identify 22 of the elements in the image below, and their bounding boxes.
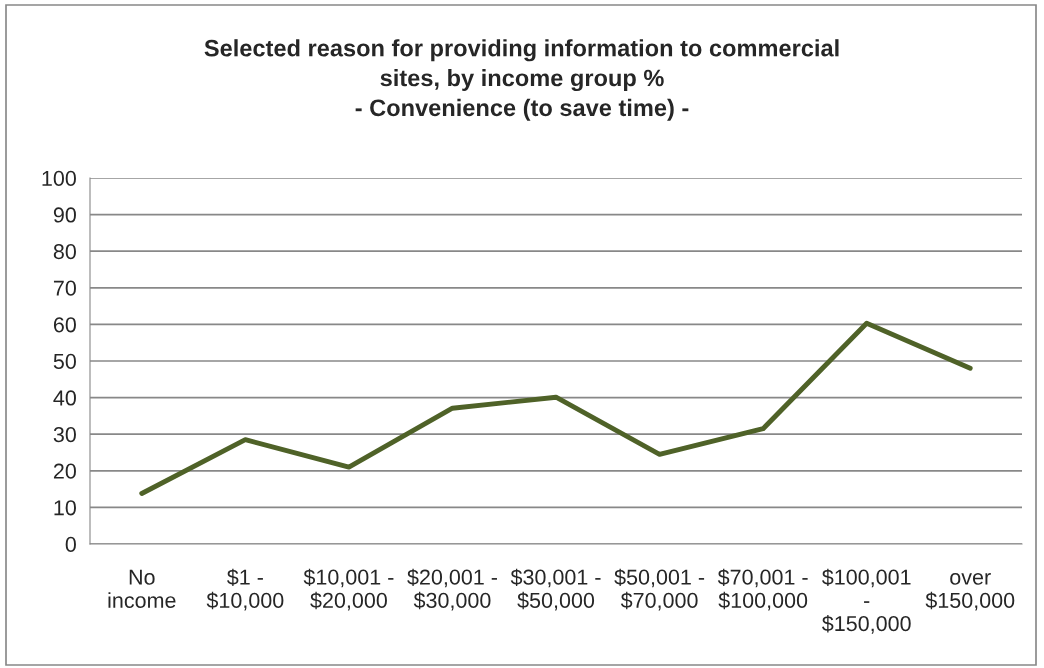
x-tick-label: $1 - $10,000 (206, 568, 284, 611)
y-tick-label: 90 (53, 207, 76, 223)
y-tick-label: 50 (53, 353, 76, 370)
x-tick-label: $30,001 - $50,000 (510, 568, 601, 611)
y-tick-label: 70 (53, 280, 76, 296)
chart-title: Selected reason for providing information to commercial sites, by income group % - Convenience (to save time) - (204, 39, 839, 121)
y-tick-label: 60 (53, 317, 76, 333)
y-tick-label: 30 (53, 426, 76, 443)
y-tick-label: 10 (54, 500, 76, 516)
y-tick-label: 40 (53, 390, 76, 406)
x-tick-label: $10,001 - $20,000 (303, 568, 394, 611)
y-tick-label: 100 (42, 170, 76, 187)
line-series (139, 320, 973, 496)
x-tick-label: $70,001 - $100,000 (717, 568, 808, 611)
x-tick-label: $50,001 - $70,000 (614, 568, 705, 611)
y-tick-label: 80 (53, 243, 76, 260)
y-tick-label: 20 (53, 463, 76, 479)
x-tick-label: No income (108, 569, 176, 608)
x-tick-label: $100,001 - $150,000 (822, 568, 911, 634)
y-tick-label: 0 (65, 536, 76, 553)
x-tick-label: $20,001 - $30,000 (407, 568, 497, 611)
x-tick-label: over $150,000 (925, 573, 1015, 611)
